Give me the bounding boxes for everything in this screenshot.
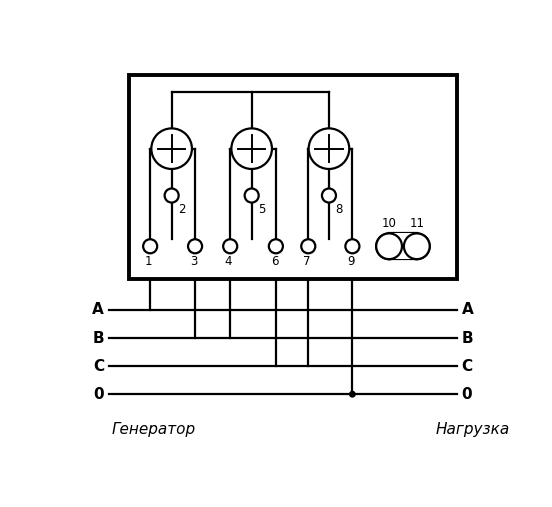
- Text: 6: 6: [271, 255, 278, 268]
- Text: 9: 9: [347, 255, 355, 268]
- Circle shape: [301, 239, 315, 254]
- Circle shape: [404, 233, 429, 259]
- Circle shape: [245, 189, 259, 203]
- Circle shape: [322, 189, 336, 203]
- Circle shape: [151, 128, 192, 169]
- Circle shape: [188, 239, 202, 254]
- Circle shape: [349, 391, 355, 397]
- Text: 1: 1: [145, 255, 152, 268]
- Circle shape: [143, 239, 157, 254]
- Circle shape: [164, 189, 179, 203]
- Text: Генератор: Генератор: [111, 422, 195, 437]
- Text: 4: 4: [225, 255, 232, 268]
- Circle shape: [231, 128, 272, 169]
- Text: 2: 2: [178, 203, 185, 215]
- Text: B: B: [461, 331, 473, 345]
- FancyBboxPatch shape: [129, 75, 457, 279]
- Text: 0: 0: [461, 387, 473, 402]
- Text: 10: 10: [381, 218, 396, 230]
- Text: B: B: [93, 331, 104, 345]
- Text: A: A: [92, 302, 104, 317]
- Text: 3: 3: [190, 255, 198, 268]
- Text: 0: 0: [93, 387, 104, 402]
- Circle shape: [223, 239, 237, 254]
- Text: A: A: [461, 302, 474, 317]
- Circle shape: [404, 233, 429, 259]
- Text: 5: 5: [258, 203, 266, 215]
- Text: Нагрузка: Нагрузка: [435, 422, 509, 437]
- Text: 8: 8: [335, 203, 343, 215]
- Circle shape: [376, 233, 402, 259]
- Circle shape: [269, 239, 283, 254]
- Text: 7: 7: [302, 255, 310, 268]
- Text: C: C: [93, 358, 104, 374]
- Text: 11: 11: [409, 218, 424, 230]
- Circle shape: [376, 233, 402, 259]
- Circle shape: [309, 128, 349, 169]
- Text: C: C: [461, 358, 473, 374]
- FancyBboxPatch shape: [389, 233, 417, 259]
- Circle shape: [346, 239, 359, 254]
